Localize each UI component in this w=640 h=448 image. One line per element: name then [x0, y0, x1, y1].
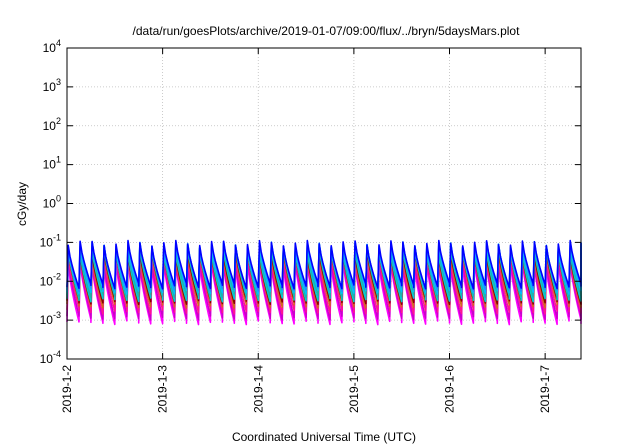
y-tick-label: 10-1 — [40, 232, 61, 249]
y-tick-label: 102 — [43, 116, 61, 133]
series-group — [66, 239, 582, 326]
chart-title: /data/run/goesPlots/archive/2019-01-07/0… — [133, 24, 521, 38]
x-tick-label: 2019-1-3 — [156, 365, 170, 413]
x-tick-label: 2019-1-2 — [60, 365, 74, 413]
grid — [67, 48, 581, 359]
x-axis-label: Coordinated Universal Time (UTC) — [232, 430, 416, 444]
y-tick-label: 10-2 — [40, 271, 61, 288]
y-tick-label: 100 — [43, 194, 61, 211]
x-tick-label: 2019-1-5 — [347, 365, 361, 413]
plot-frame — [66, 47, 582, 360]
y-tick-label: 103 — [43, 77, 61, 94]
y-tick-label: 101 — [43, 155, 61, 172]
y-axis-label: cGy/day — [15, 182, 29, 226]
series-line — [66, 256, 582, 321]
y-tick-label: 10-3 — [40, 310, 61, 327]
y-tick-label: 10-4 — [40, 349, 61, 366]
series-line — [66, 260, 582, 326]
series-line — [66, 252, 582, 315]
y-tick-label: 104 — [43, 38, 61, 55]
x-tick-label: 2019-1-6 — [443, 365, 457, 413]
series-line — [66, 239, 582, 290]
x-tick-label: 2019-1-4 — [251, 365, 265, 413]
axes: 10-4 10-3 10-2 10-1 100 101 102 103 104 2019-1-2 2… — [40, 38, 581, 413]
x-tick-label: 2019-1-7 — [538, 365, 552, 413]
